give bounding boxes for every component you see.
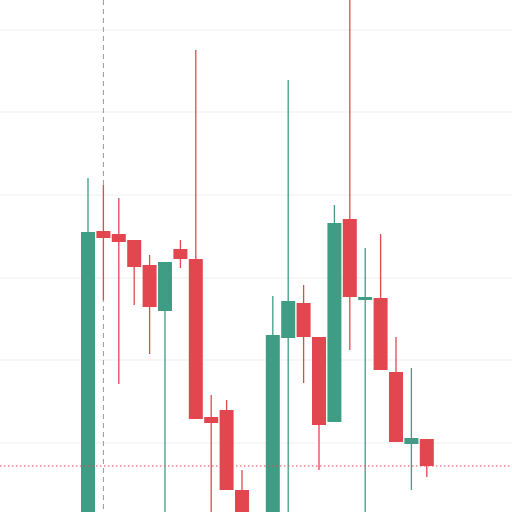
candle-body bbox=[281, 301, 296, 338]
candle-body bbox=[419, 439, 434, 466]
candle-body bbox=[296, 303, 311, 337]
candle-body bbox=[265, 335, 280, 512]
candle-body bbox=[173, 249, 188, 259]
candle-body bbox=[127, 240, 142, 267]
candle-body bbox=[342, 219, 357, 297]
candle-body bbox=[312, 337, 326, 425]
candle-body bbox=[96, 231, 111, 238]
candle-body bbox=[204, 417, 219, 423]
candle-body bbox=[373, 298, 388, 370]
candle-body bbox=[219, 410, 234, 490]
candle-body bbox=[358, 297, 373, 300]
candle-body bbox=[327, 223, 342, 422]
candle-body bbox=[188, 259, 203, 419]
candle-body bbox=[111, 234, 126, 242]
candle-body bbox=[158, 262, 172, 311]
candle-body bbox=[404, 438, 419, 444]
candle-body bbox=[235, 490, 249, 512]
candle-body bbox=[142, 265, 157, 307]
candle-body bbox=[389, 372, 403, 442]
candle-body bbox=[81, 232, 95, 512]
